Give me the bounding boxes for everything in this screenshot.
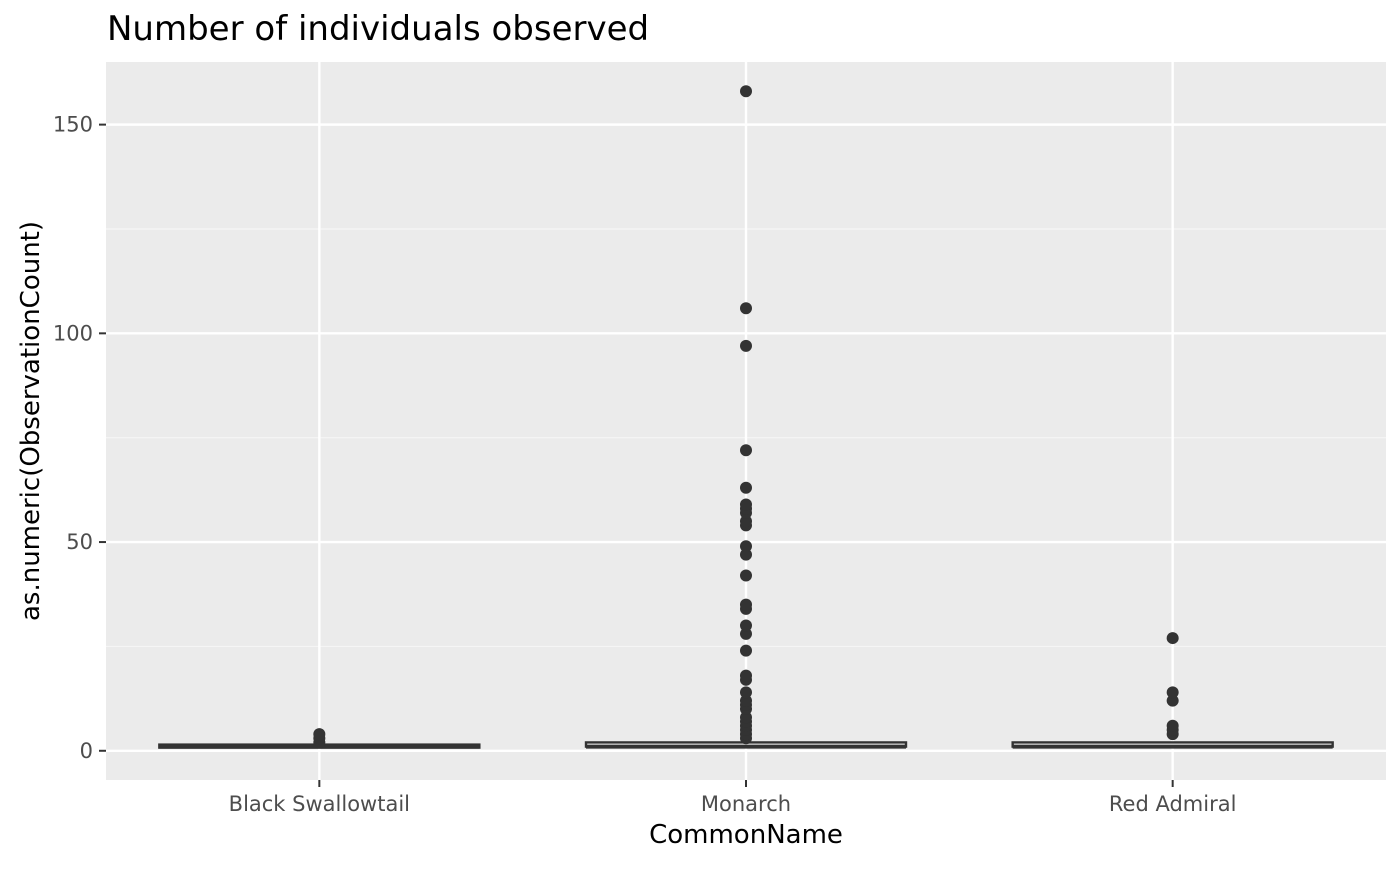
x-tick-label: Black Swallowtail <box>229 792 410 816</box>
outlier-point <box>740 686 752 699</box>
outlier-point <box>740 339 752 352</box>
outlier-point <box>740 548 752 561</box>
outlier-point <box>740 711 752 724</box>
outlier-point <box>740 498 752 511</box>
outlier-point <box>740 669 752 682</box>
outlier-point <box>313 728 326 741</box>
outlier-point <box>740 481 752 494</box>
y-tick-label: 100 <box>53 321 93 345</box>
y-axis-title: as.numeric(ObservationCount) <box>16 221 46 621</box>
outlier-point <box>740 644 752 657</box>
chart-title: Number of individuals observed <box>107 9 649 49</box>
outlier-point <box>740 540 752 553</box>
x-tick-label: Red Admiral <box>1109 792 1237 816</box>
y-tick-label: 150 <box>53 113 93 137</box>
y-tick-label: 50 <box>66 530 93 554</box>
outlier-point <box>1166 686 1179 699</box>
y-tick-label: 0 <box>80 739 93 763</box>
grid-lines <box>106 62 1386 780</box>
outlier-points <box>313 85 1179 749</box>
outlier-point <box>740 569 752 582</box>
outlier-point <box>740 694 752 707</box>
outlier-point <box>1166 694 1179 707</box>
outlier-point <box>740 444 752 457</box>
outlier-point <box>740 85 752 98</box>
x-tick-label: Monarch <box>701 792 791 816</box>
outlier-point <box>740 627 752 640</box>
axes: 0 50 100 150 Black Swallowtail Monarch Red Adm… <box>53 113 1237 816</box>
outlier-point <box>740 598 752 611</box>
outlier-point <box>740 302 752 315</box>
outlier-point <box>1166 719 1179 732</box>
outlier-point <box>1166 632 1179 645</box>
outlier-point <box>740 515 752 528</box>
x-axis-title: CommonName <box>649 820 843 850</box>
outlier-point <box>740 619 752 632</box>
